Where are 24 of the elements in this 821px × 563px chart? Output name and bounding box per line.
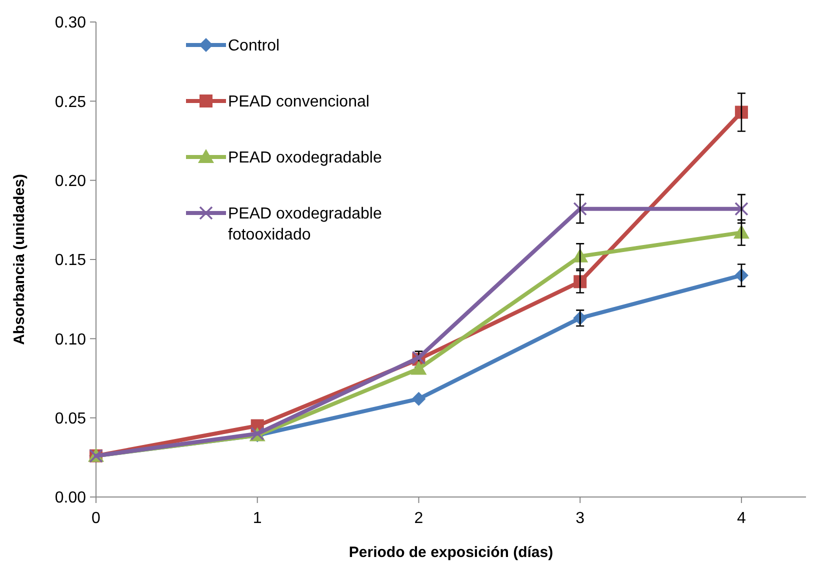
point bbox=[412, 392, 426, 406]
x-tick-label: 1 bbox=[252, 510, 262, 527]
x-tick-label: 0 bbox=[92, 510, 101, 527]
legend-label: Control bbox=[228, 38, 280, 55]
x-axis-title: Periodo de exposición (días) bbox=[348, 544, 554, 561]
x-tick-label: 3 bbox=[576, 510, 585, 527]
legend-label: PEAD convencional bbox=[228, 94, 370, 111]
legend-label: PEAD oxodegradable fotooxidado bbox=[228, 206, 382, 244]
y-axis-title: Absorbancia (unidades) bbox=[11, 174, 28, 345]
point bbox=[573, 202, 587, 216]
y-tick-label: 0.20 bbox=[54, 172, 86, 190]
x-tick-label: 2 bbox=[414, 510, 424, 527]
y-tick-label: 0.15 bbox=[54, 252, 86, 270]
point bbox=[574, 275, 587, 288]
x-tick-label: 4 bbox=[737, 510, 746, 527]
y-tick-label: 0.05 bbox=[54, 410, 86, 428]
y-tick-label: 0.30 bbox=[54, 14, 86, 32]
y-tick-label: 0.25 bbox=[54, 94, 86, 111]
point bbox=[410, 360, 427, 375]
legend-label: PEAD oxodegradable bbox=[228, 150, 382, 167]
y-tick-label: 0.10 bbox=[54, 331, 86, 348]
y-tick-label: 0.00 bbox=[54, 490, 86, 507]
point bbox=[734, 202, 748, 216]
point bbox=[734, 106, 748, 119]
